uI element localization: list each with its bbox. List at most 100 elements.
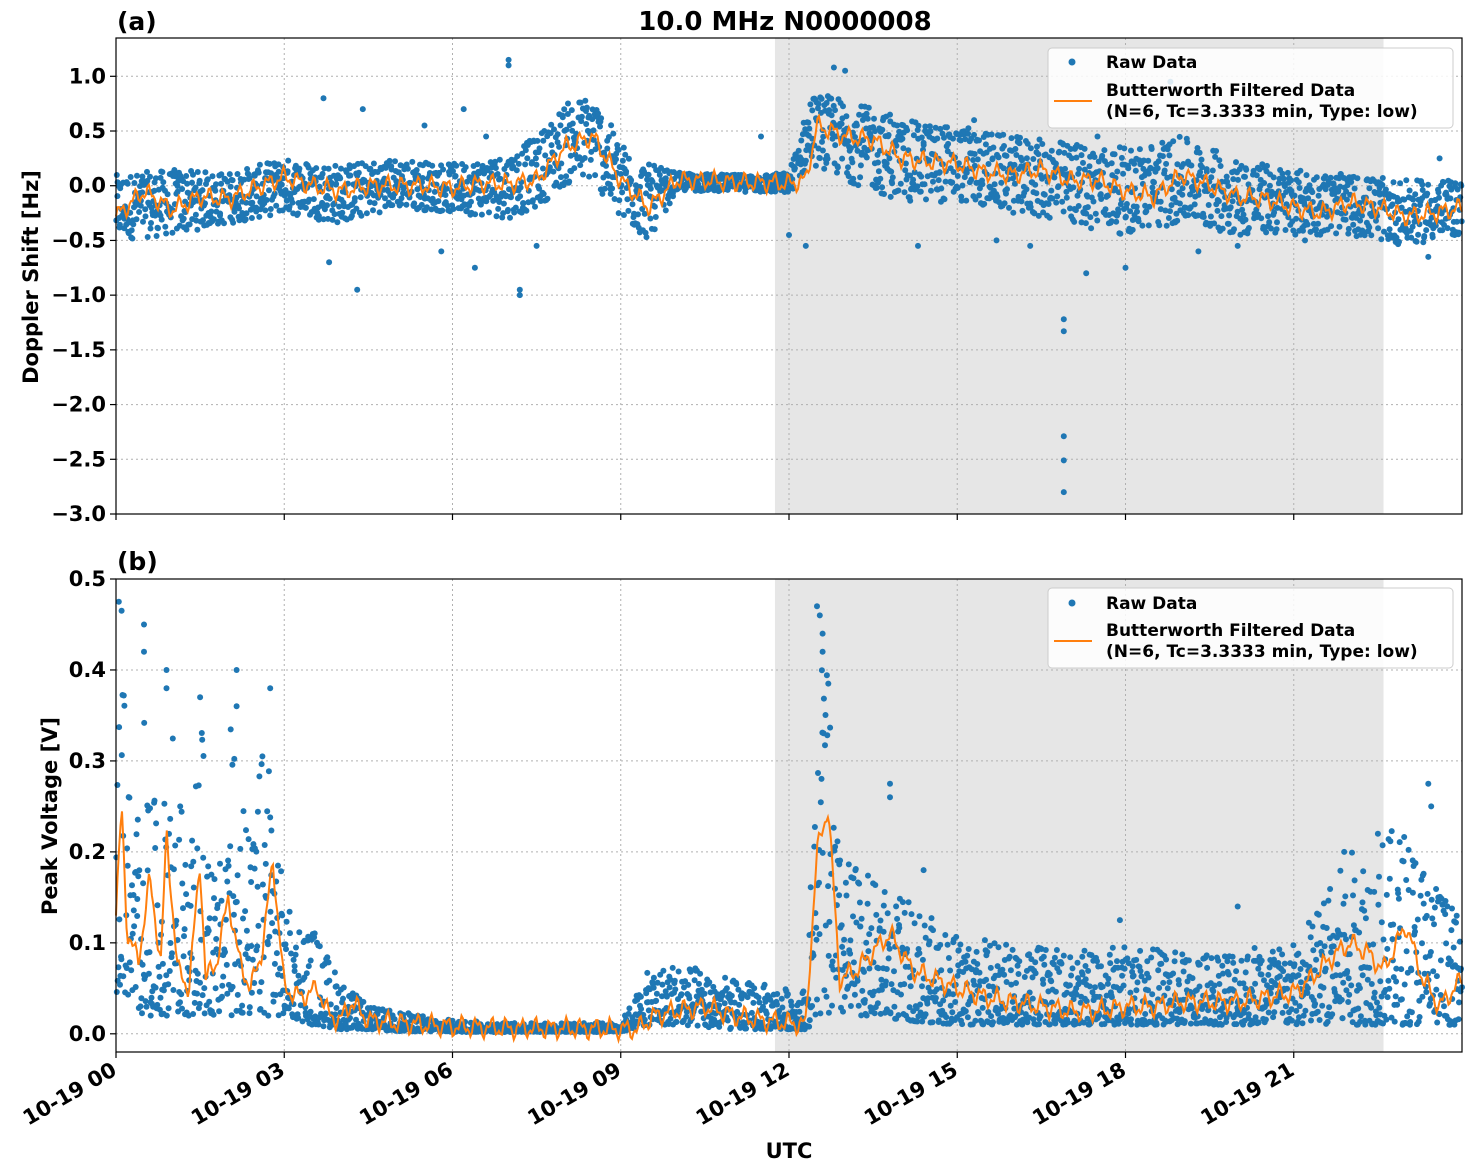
raw-data-point bbox=[1313, 226, 1319, 233]
raw-data-point bbox=[554, 139, 561, 146]
raw-data-point bbox=[398, 200, 404, 207]
raw-data-point bbox=[893, 903, 900, 910]
raw-data-point bbox=[389, 202, 396, 209]
raw-data-point bbox=[651, 226, 658, 233]
raw-data-point bbox=[926, 938, 933, 945]
raw-data-point bbox=[1303, 172, 1310, 179]
raw-data-point bbox=[1288, 177, 1295, 184]
raw-data-point bbox=[1302, 237, 1308, 244]
raw-data-point bbox=[159, 169, 166, 175]
raw-data-point bbox=[899, 135, 906, 142]
raw-data-point bbox=[855, 1002, 862, 1009]
raw-data-point bbox=[231, 208, 238, 215]
raw-data-point bbox=[1015, 193, 1022, 200]
raw-data-point bbox=[894, 915, 901, 922]
raw-data-point bbox=[1128, 1016, 1134, 1023]
raw-data-point bbox=[1345, 225, 1352, 232]
raw-data-point bbox=[1083, 210, 1090, 217]
raw-data-point bbox=[413, 167, 420, 173]
raw-data-point bbox=[217, 860, 223, 867]
raw-data-point bbox=[660, 967, 667, 974]
panel-a-label: (a) bbox=[117, 7, 157, 36]
raw-data-point bbox=[1130, 972, 1137, 979]
raw-data-point bbox=[982, 141, 989, 148]
raw-data-point bbox=[540, 165, 546, 172]
raw-data-point bbox=[944, 148, 951, 155]
raw-data-point bbox=[259, 881, 266, 888]
raw-data-point bbox=[190, 884, 197, 891]
raw-data-point bbox=[1036, 1021, 1042, 1028]
raw-data-point bbox=[1395, 216, 1402, 223]
raw-data-point bbox=[736, 1001, 743, 1008]
raw-data-point bbox=[486, 209, 492, 216]
raw-data-point bbox=[199, 187, 206, 194]
raw-data-point bbox=[127, 174, 134, 180]
raw-data-point bbox=[847, 937, 854, 944]
raw-data-point bbox=[1378, 236, 1385, 243]
raw-data-point bbox=[965, 125, 972, 132]
raw-data-point bbox=[855, 182, 862, 189]
raw-data-point bbox=[1333, 230, 1340, 237]
raw-data-point bbox=[267, 212, 274, 219]
raw-data-point bbox=[1250, 167, 1257, 174]
raw-data-point bbox=[134, 896, 141, 902]
raw-data-point bbox=[452, 173, 459, 179]
raw-data-point bbox=[139, 1010, 145, 1017]
raw-data-point bbox=[1129, 963, 1136, 970]
raw-data-point bbox=[1086, 163, 1093, 170]
raw-data-point bbox=[1343, 196, 1350, 203]
raw-data-point bbox=[1245, 225, 1252, 231]
raw-data-point bbox=[496, 199, 503, 205]
raw-data-point bbox=[834, 164, 841, 171]
raw-data-point bbox=[911, 169, 918, 176]
raw-data-point bbox=[169, 950, 175, 957]
raw-data-point bbox=[546, 164, 553, 171]
raw-data-point bbox=[222, 949, 228, 955]
raw-data-point bbox=[837, 857, 844, 864]
raw-data-point bbox=[146, 949, 153, 956]
raw-data-point bbox=[923, 196, 929, 203]
raw-data-point bbox=[126, 794, 133, 801]
raw-data-point bbox=[180, 953, 187, 960]
raw-data-point bbox=[937, 941, 944, 948]
raw-data-point bbox=[1121, 965, 1128, 972]
raw-data-point bbox=[558, 174, 564, 181]
raw-data-point bbox=[170, 866, 177, 873]
raw-data-point bbox=[1235, 176, 1241, 183]
raw-data-point bbox=[139, 173, 146, 180]
raw-data-point bbox=[1196, 961, 1203, 968]
raw-data-point bbox=[164, 191, 171, 198]
raw-data-point bbox=[1166, 979, 1173, 986]
raw-data-point bbox=[163, 1012, 170, 1019]
raw-data-point bbox=[644, 969, 651, 976]
raw-data-point bbox=[675, 968, 682, 975]
raw-data-point bbox=[155, 225, 161, 232]
raw-data-point bbox=[979, 1004, 986, 1011]
figure-title: 10.0 MHz N0000008 bbox=[638, 7, 931, 37]
raw-data-point bbox=[1285, 214, 1292, 221]
raw-data-point bbox=[403, 201, 410, 208]
raw-data-point bbox=[727, 1024, 734, 1031]
raw-data-point bbox=[920, 142, 927, 148]
raw-data-point bbox=[533, 242, 540, 249]
raw-data-point bbox=[1181, 1018, 1188, 1025]
raw-data-point bbox=[1436, 194, 1442, 201]
raw-data-point bbox=[822, 712, 829, 718]
raw-data-point bbox=[1163, 222, 1170, 229]
raw-data-point bbox=[371, 200, 378, 207]
raw-data-point bbox=[1045, 201, 1052, 207]
raw-data-point bbox=[1035, 151, 1042, 158]
raw-data-point bbox=[220, 973, 227, 980]
raw-data-point bbox=[1198, 156, 1205, 163]
raw-data-point bbox=[1079, 953, 1086, 960]
raw-data-point bbox=[623, 168, 630, 175]
raw-data-point bbox=[474, 161, 481, 168]
raw-data-point bbox=[1253, 206, 1260, 213]
raw-data-point bbox=[1063, 188, 1070, 195]
raw-data-point bbox=[204, 176, 211, 183]
raw-data-point bbox=[972, 196, 979, 203]
raw-data-point bbox=[908, 911, 915, 918]
raw-data-point bbox=[113, 989, 120, 995]
raw-data-point bbox=[1258, 971, 1265, 978]
raw-data-point bbox=[1134, 979, 1141, 986]
